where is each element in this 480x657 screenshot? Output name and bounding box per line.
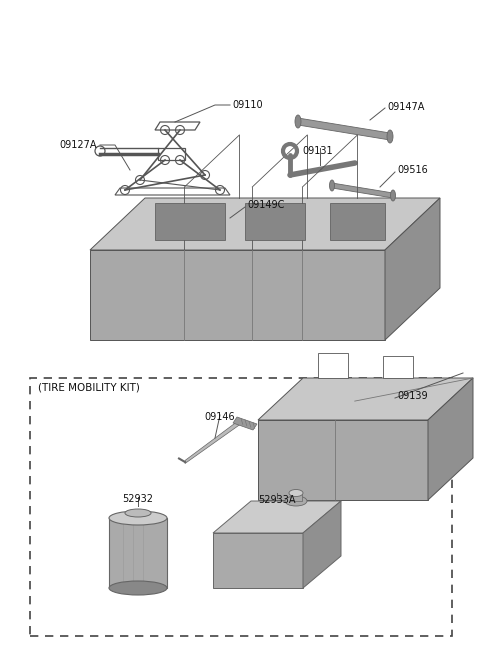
Bar xyxy=(245,203,305,240)
Ellipse shape xyxy=(109,581,167,595)
Text: 09149C: 09149C xyxy=(247,200,284,210)
Polygon shape xyxy=(233,417,257,430)
Polygon shape xyxy=(428,378,473,500)
Text: 09127A: 09127A xyxy=(60,140,97,150)
Polygon shape xyxy=(318,353,348,378)
Ellipse shape xyxy=(391,190,396,201)
Polygon shape xyxy=(90,250,385,340)
Text: 09131: 09131 xyxy=(303,146,333,156)
Ellipse shape xyxy=(109,511,167,525)
Text: 09146: 09146 xyxy=(204,412,235,422)
Text: 52933A: 52933A xyxy=(258,495,296,505)
Bar xyxy=(155,203,225,240)
Text: (TIRE MOBILITY KIT): (TIRE MOBILITY KIT) xyxy=(38,383,140,393)
Polygon shape xyxy=(383,356,413,378)
Ellipse shape xyxy=(289,489,303,497)
Polygon shape xyxy=(213,501,341,533)
Text: 09110: 09110 xyxy=(232,100,263,110)
Bar xyxy=(30,378,452,636)
Ellipse shape xyxy=(387,130,393,143)
Polygon shape xyxy=(258,378,473,420)
Bar xyxy=(109,518,167,588)
Polygon shape xyxy=(213,533,303,588)
Bar xyxy=(330,203,385,240)
Polygon shape xyxy=(303,501,341,588)
Ellipse shape xyxy=(329,180,335,191)
Polygon shape xyxy=(90,198,440,250)
Text: 09516: 09516 xyxy=(397,165,428,175)
Ellipse shape xyxy=(125,509,151,517)
Text: 09139: 09139 xyxy=(397,391,428,401)
Polygon shape xyxy=(385,198,440,340)
Ellipse shape xyxy=(295,115,301,128)
Bar xyxy=(290,493,302,501)
Text: 09147A: 09147A xyxy=(387,102,424,112)
Ellipse shape xyxy=(285,496,307,506)
Text: 52932: 52932 xyxy=(122,494,154,504)
Polygon shape xyxy=(298,118,390,140)
Polygon shape xyxy=(185,420,240,463)
Polygon shape xyxy=(332,183,393,198)
Polygon shape xyxy=(258,420,428,500)
